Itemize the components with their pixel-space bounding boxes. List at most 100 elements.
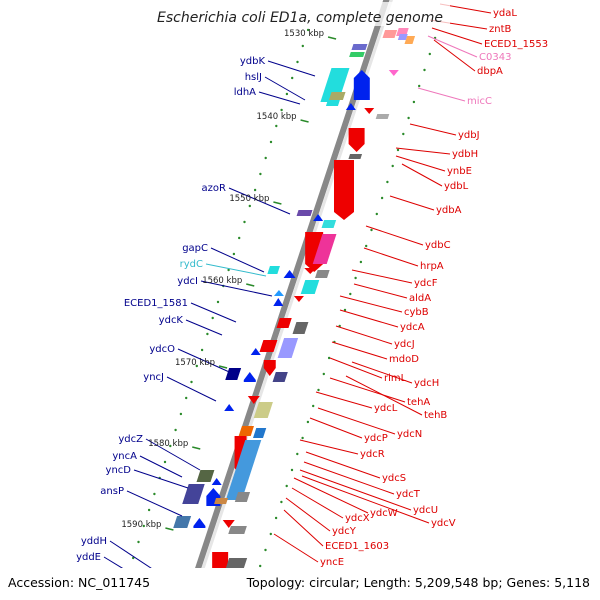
tick-dot xyxy=(248,204,251,208)
gene-feature xyxy=(375,114,390,119)
label-leader xyxy=(139,455,183,478)
gene-label-ansP: ansP xyxy=(100,486,124,497)
gene-feature xyxy=(214,498,229,504)
gene-label-gapC: gapC xyxy=(182,243,208,254)
gene-feature xyxy=(173,516,192,528)
gene-arrow-reverse xyxy=(304,268,317,274)
gene-feature xyxy=(272,372,288,382)
tick-dot xyxy=(412,100,416,104)
tick-dot xyxy=(206,332,209,336)
gene-feature xyxy=(234,492,251,502)
gene-feature xyxy=(349,52,365,57)
tick-dot xyxy=(301,44,304,48)
label-leader xyxy=(303,461,395,495)
tick-dot xyxy=(190,380,193,384)
gene-label-ynbE: ynbE xyxy=(447,166,472,177)
gene-label-dbpA: dbpA xyxy=(477,66,503,77)
gene-feature xyxy=(312,234,337,264)
tick-dot xyxy=(428,52,431,56)
tick-labels-layer: 1530 kbp 1540 kbp 1550 kbp 1560 kbp 1570 kbp… xyxy=(121,29,337,531)
label-leader xyxy=(291,487,344,519)
gene-label-rimL: rimL xyxy=(384,373,407,384)
gene-arrow-forward xyxy=(250,348,261,355)
tick-dot xyxy=(280,500,283,504)
gene-arrow-reverse xyxy=(388,70,399,76)
tick-dot xyxy=(359,260,363,264)
label-leader xyxy=(273,533,319,563)
gene-arrow-reverse xyxy=(364,108,375,114)
accession-text: Accession: NC_011745 xyxy=(8,575,150,590)
gene-feature xyxy=(196,470,215,482)
gene-label-ldhA: ldhA xyxy=(234,87,256,98)
gene-label-rydC: rydC xyxy=(180,259,203,270)
label-leader xyxy=(309,417,363,439)
gene-label-ydcX: ydcX xyxy=(345,513,370,524)
tick-dot xyxy=(132,556,135,560)
gene-arrow-reverse xyxy=(222,520,235,528)
label-leader-lines xyxy=(103,3,492,586)
gene-label-ydaL: ydaL xyxy=(493,8,517,19)
label-leader xyxy=(299,469,412,511)
gene-label-ydcN: ydcN xyxy=(397,429,422,440)
tick-mark xyxy=(165,527,174,531)
gene-arrow-reverse xyxy=(263,360,276,376)
gene-feature xyxy=(267,266,280,274)
label-leader xyxy=(299,439,359,455)
gene-feature xyxy=(253,428,267,438)
gene-feature xyxy=(321,220,337,228)
label-leader xyxy=(264,76,306,101)
gene-label-ydcF: ydcF xyxy=(414,278,438,289)
gene-label-ydbK: ydbK xyxy=(240,56,266,67)
tick-dot xyxy=(354,276,357,280)
tick-dot xyxy=(269,532,272,536)
label-leader xyxy=(351,269,413,284)
label-leader xyxy=(258,91,301,105)
tick-dot xyxy=(423,68,426,72)
tick-mark xyxy=(327,36,337,40)
tick-dot xyxy=(418,84,421,88)
tick-dot xyxy=(322,372,325,376)
gene-label-tehA: tehA xyxy=(407,397,430,408)
gene-feature xyxy=(300,280,320,294)
label-leader xyxy=(389,195,435,211)
tick-dot xyxy=(386,180,389,184)
tick-dot xyxy=(211,316,214,320)
tick-label: 1560 kbp xyxy=(202,276,242,286)
gene-label-ydcU: ydcU xyxy=(413,505,438,516)
gene-label-mdoD: mdoD xyxy=(389,354,419,365)
tick-dot xyxy=(296,60,299,64)
tick-dot xyxy=(365,244,368,248)
gene-arrow-reverse xyxy=(348,128,365,152)
tick-label: 1590 kbp xyxy=(121,520,161,530)
gene-label-ydcH: ydcH xyxy=(414,378,439,389)
gene-feature xyxy=(292,322,309,334)
label-leader xyxy=(210,247,265,273)
footer-backdrop xyxy=(0,568,600,600)
tick-dot xyxy=(327,356,331,360)
tick-dot xyxy=(280,108,283,112)
tick-dot xyxy=(274,516,278,520)
gene-label-yncD: yncD xyxy=(106,465,132,476)
tick-dot xyxy=(296,452,299,456)
label-leader xyxy=(177,348,237,376)
label-leader xyxy=(363,247,419,267)
tick-dot xyxy=(147,508,151,512)
tick-dot xyxy=(137,540,140,544)
gene-arrow-forward xyxy=(211,478,222,485)
tick-label: 1530 kbp xyxy=(284,29,324,39)
tick-dot xyxy=(349,292,352,296)
gene-feature xyxy=(238,426,254,436)
tick-dot xyxy=(232,252,236,256)
gene-label-ydcW: ydcW xyxy=(370,508,398,519)
gene-label-hrpA: hrpA xyxy=(420,261,444,272)
tick-dot xyxy=(142,524,145,528)
gene-label-ydbA: ydbA xyxy=(436,205,462,216)
tick-dot xyxy=(227,268,230,272)
tick-dot xyxy=(195,364,198,368)
tick-dot xyxy=(290,468,294,472)
tick-dot xyxy=(179,412,183,416)
gene-arrow-forward xyxy=(313,214,324,221)
gene-label-ydcY: ydcY xyxy=(332,526,357,537)
gene-label-ydcP: ydcP xyxy=(364,433,388,444)
